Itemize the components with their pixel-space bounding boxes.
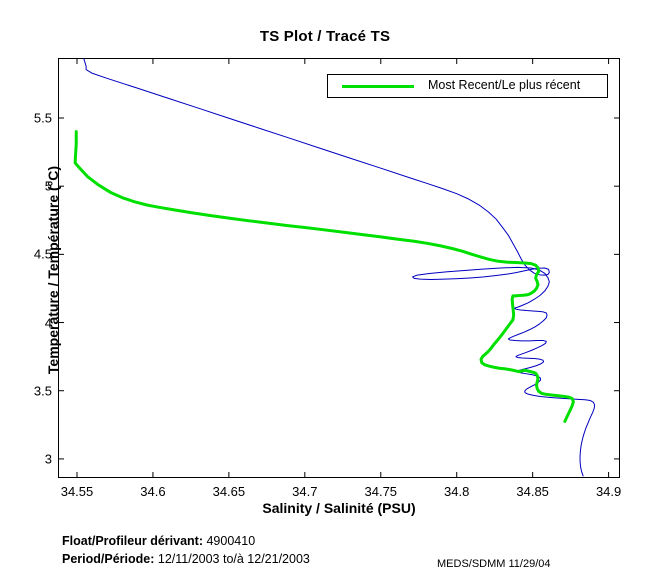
float-label: Float/Profileur dérivant: <box>62 534 203 548</box>
axis-ticks <box>58 58 620 478</box>
data-series-group <box>73 58 596 477</box>
y-tick-label: 3 <box>44 451 52 467</box>
x-tick-label: 34.85 <box>516 484 549 499</box>
x-axis-label: Salinity / Salinité (PSU) <box>262 500 416 516</box>
period-label: Period/Période: <box>62 552 155 566</box>
x-tick-label: 34.8 <box>444 484 470 499</box>
series-line <box>83 58 596 477</box>
legend-label: Most Recent/Le plus récent <box>428 78 581 92</box>
legend: Most Recent/Le plus récent <box>327 74 608 98</box>
x-tick-label: 34.6 <box>140 484 166 499</box>
x-tick-label: 34.55 <box>60 484 94 499</box>
y-tick-label: 3.5 <box>33 383 52 399</box>
period-value: 12/11/2003 to/à 12/21/2003 <box>157 552 310 566</box>
page-title: TS Plot / Tracé TS <box>259 28 391 45</box>
y-tick-label: 5 <box>44 178 52 194</box>
agency-stamp: MEDS/SDMM 11/29/04 <box>437 558 551 570</box>
y-axis-label: Temperature / Température (°C) <box>45 165 61 375</box>
y-tick-label: 5.5 <box>33 110 52 126</box>
float-value: 4900410 <box>206 534 256 548</box>
footer-info: Float/Profileur dérivant: 4900410 Period… <box>62 534 310 570</box>
float-line: Float/Profileur dérivant: 4900410 <box>62 534 310 548</box>
x-tick-label: 34.7 <box>292 484 318 499</box>
x-tick-label: 34.9 <box>595 484 622 499</box>
legend-line-swatch <box>342 85 414 88</box>
y-tick-label: 4.5 <box>33 246 52 262</box>
period-line: Period/Période: 12/11/2003 to/à 12/21/20… <box>62 552 310 566</box>
x-tick-label: 34.75 <box>364 484 398 499</box>
y-tick-label: 4 <box>44 315 52 331</box>
x-tick-label: 34.65 <box>212 484 246 499</box>
series-line <box>73 130 575 423</box>
series-layer <box>58 58 620 478</box>
